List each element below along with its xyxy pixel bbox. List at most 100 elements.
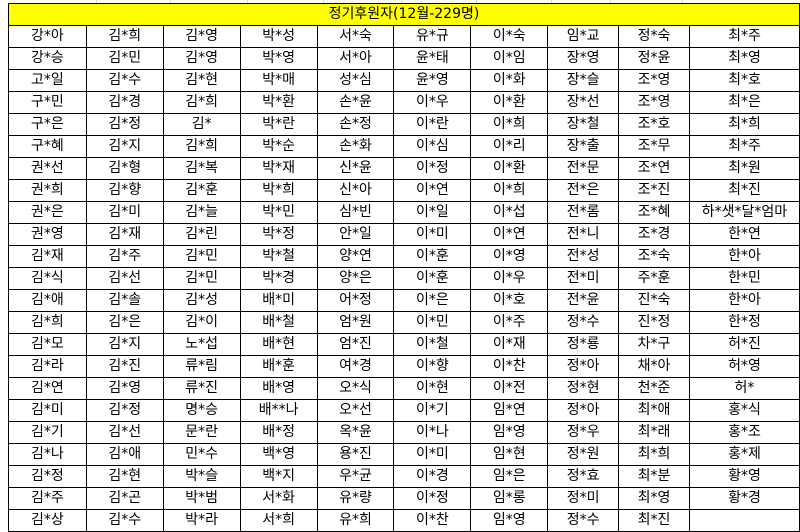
table-cell[interactable]: 전*윤 bbox=[547, 289, 620, 312]
table-cell[interactable]: 배*영 bbox=[239, 377, 318, 400]
table-cell[interactable]: 이*환 bbox=[470, 157, 549, 180]
table-cell[interactable]: 박*민 bbox=[239, 201, 318, 224]
table-cell[interactable]: 김*미 bbox=[8, 399, 87, 422]
table-cell[interactable]: 김* bbox=[162, 113, 241, 136]
table-cell[interactable]: 서*화 bbox=[239, 487, 318, 510]
table-cell[interactable]: 박*성 bbox=[239, 25, 318, 48]
table-cell[interactable]: 진*숙 bbox=[618, 289, 690, 312]
table-cell[interactable]: 정*숙 bbox=[618, 25, 690, 48]
table-cell[interactable]: 이*전 bbox=[470, 377, 549, 400]
table-cell[interactable]: 박*라 bbox=[162, 509, 241, 532]
table-cell[interactable]: 서*아 bbox=[316, 47, 395, 70]
table-cell[interactable]: 이*우 bbox=[393, 91, 472, 114]
table-cell[interactable]: 김*수 bbox=[85, 509, 164, 532]
table-cell[interactable]: 최*원 bbox=[688, 157, 800, 180]
table-cell[interactable]: 한*아 bbox=[688, 289, 800, 312]
table-cell[interactable]: 임*교 bbox=[547, 25, 620, 48]
table-cell[interactable]: 정*효 bbox=[547, 465, 620, 488]
table-cell[interactable]: 이*연 bbox=[393, 179, 472, 202]
table-cell[interactable]: 이*란 bbox=[393, 113, 472, 136]
table-cell[interactable]: 권*희 bbox=[8, 179, 87, 202]
table-cell[interactable]: 김*정 bbox=[85, 113, 164, 136]
table-cell[interactable]: 이*우 bbox=[470, 267, 549, 290]
table-cell[interactable]: 홍*제 bbox=[688, 443, 800, 466]
table-cell[interactable]: 김*은 bbox=[85, 311, 164, 334]
table-cell[interactable]: 최*영 bbox=[688, 47, 800, 70]
table-cell[interactable]: 김*린 bbox=[162, 223, 241, 246]
table-cell[interactable]: 이*경 bbox=[393, 465, 472, 488]
table-cell[interactable]: 이*정 bbox=[393, 157, 472, 180]
table-cell[interactable]: 전*미 bbox=[547, 267, 620, 290]
table-cell[interactable]: 김*나 bbox=[8, 443, 87, 466]
table-cell[interactable]: 박*영 bbox=[239, 47, 318, 70]
table-cell[interactable]: 허*영 bbox=[688, 355, 800, 378]
table-cell[interactable]: 김*모 bbox=[8, 333, 87, 356]
table-cell[interactable]: 이*훈 bbox=[393, 267, 472, 290]
table-cell[interactable]: 이*찬 bbox=[393, 509, 472, 532]
table-cell[interactable]: 이*미 bbox=[393, 223, 472, 246]
table-cell[interactable]: 김*선 bbox=[85, 421, 164, 444]
table-cell[interactable]: 박*범 bbox=[162, 487, 241, 510]
table-cell[interactable]: 노*섭 bbox=[162, 333, 241, 356]
table-cell[interactable]: 김*훈 bbox=[162, 179, 241, 202]
table-cell[interactable]: 배*미 bbox=[239, 289, 318, 312]
table-cell[interactable]: 배*현 bbox=[239, 333, 318, 356]
table-cell[interactable]: 김*상 bbox=[8, 509, 87, 532]
table-cell[interactable]: 김*지 bbox=[85, 333, 164, 356]
table-cell[interactable]: 전*롬 bbox=[547, 201, 620, 224]
table-cell[interactable]: 김*향 bbox=[85, 179, 164, 202]
table-cell[interactable]: 백*영 bbox=[239, 443, 318, 466]
table-cell[interactable]: 류*림 bbox=[162, 355, 241, 378]
table-cell[interactable]: 배*훈 bbox=[239, 355, 318, 378]
table-cell[interactable]: 한*정 bbox=[688, 311, 800, 334]
table-cell[interactable]: 임*영 bbox=[470, 509, 549, 532]
table-cell[interactable]: 신*아 bbox=[316, 179, 395, 202]
table-cell[interactable]: 전*성 bbox=[547, 245, 620, 268]
table-cell[interactable] bbox=[688, 509, 800, 532]
table-cell[interactable]: 엄*원 bbox=[316, 311, 395, 334]
table-cell[interactable]: 김*식 bbox=[8, 267, 87, 290]
table-cell[interactable]: 용*진 bbox=[316, 443, 395, 466]
table-cell[interactable]: 조*영 bbox=[618, 91, 690, 114]
table-cell[interactable]: 장*출 bbox=[547, 135, 620, 158]
table-cell[interactable]: 안*일 bbox=[316, 223, 395, 246]
table-cell[interactable]: 정*윤 bbox=[618, 47, 690, 70]
table-cell[interactable]: 김*진 bbox=[85, 355, 164, 378]
table-cell[interactable]: 임*현 bbox=[470, 443, 549, 466]
table-cell[interactable]: 정*수 bbox=[547, 311, 620, 334]
table-cell[interactable]: 김*애 bbox=[8, 289, 87, 312]
table-cell[interactable]: 이*나 bbox=[393, 421, 472, 444]
table-cell[interactable]: 백*지 bbox=[239, 465, 318, 488]
table-cell[interactable]: 최*진 bbox=[618, 509, 690, 532]
table-cell[interactable]: 조*진 bbox=[618, 179, 690, 202]
table-cell[interactable]: 박*철 bbox=[239, 245, 318, 268]
table-cell[interactable]: 여*경 bbox=[316, 355, 395, 378]
sheet-title[interactable]: 정기후원자(12월-229명) bbox=[8, 3, 800, 26]
table-cell[interactable]: 임*연 bbox=[470, 399, 549, 422]
table-cell[interactable]: 엄*진 bbox=[316, 333, 395, 356]
table-cell[interactable]: 조*연 bbox=[618, 157, 690, 180]
table-cell[interactable]: 이*민 bbox=[393, 311, 472, 334]
table-cell[interactable]: 이*은 bbox=[393, 289, 472, 312]
table-cell[interactable]: 조*경 bbox=[618, 223, 690, 246]
table-cell[interactable]: 유*희 bbox=[316, 509, 395, 532]
table-cell[interactable]: 배**나 bbox=[239, 399, 318, 422]
table-cell[interactable]: 박*순 bbox=[239, 135, 318, 158]
table-cell[interactable]: 이*훈 bbox=[393, 245, 472, 268]
table-cell[interactable]: 정*우 bbox=[547, 421, 620, 444]
table-cell[interactable]: 이*정 bbox=[393, 487, 472, 510]
table-cell[interactable]: 임*은 bbox=[470, 465, 549, 488]
table-cell[interactable]: 이*화 bbox=[470, 69, 549, 92]
table-cell[interactable]: 전*니 bbox=[547, 223, 620, 246]
table-cell[interactable]: 손*화 bbox=[316, 135, 395, 158]
table-cell[interactable]: 이*희 bbox=[470, 179, 549, 202]
table-cell[interactable]: 최*희 bbox=[618, 443, 690, 466]
table-cell[interactable]: 허* bbox=[688, 377, 800, 400]
table-cell[interactable]: 임*롱 bbox=[470, 487, 549, 510]
table-cell[interactable]: 한*민 bbox=[688, 267, 800, 290]
table-cell[interactable]: 김*영 bbox=[162, 47, 241, 70]
table-cell[interactable]: 양*연 bbox=[316, 245, 395, 268]
table-cell[interactable]: 정*원 bbox=[547, 443, 620, 466]
table-cell[interactable]: 이*향 bbox=[393, 355, 472, 378]
table-cell[interactable]: 최*호 bbox=[688, 69, 800, 92]
